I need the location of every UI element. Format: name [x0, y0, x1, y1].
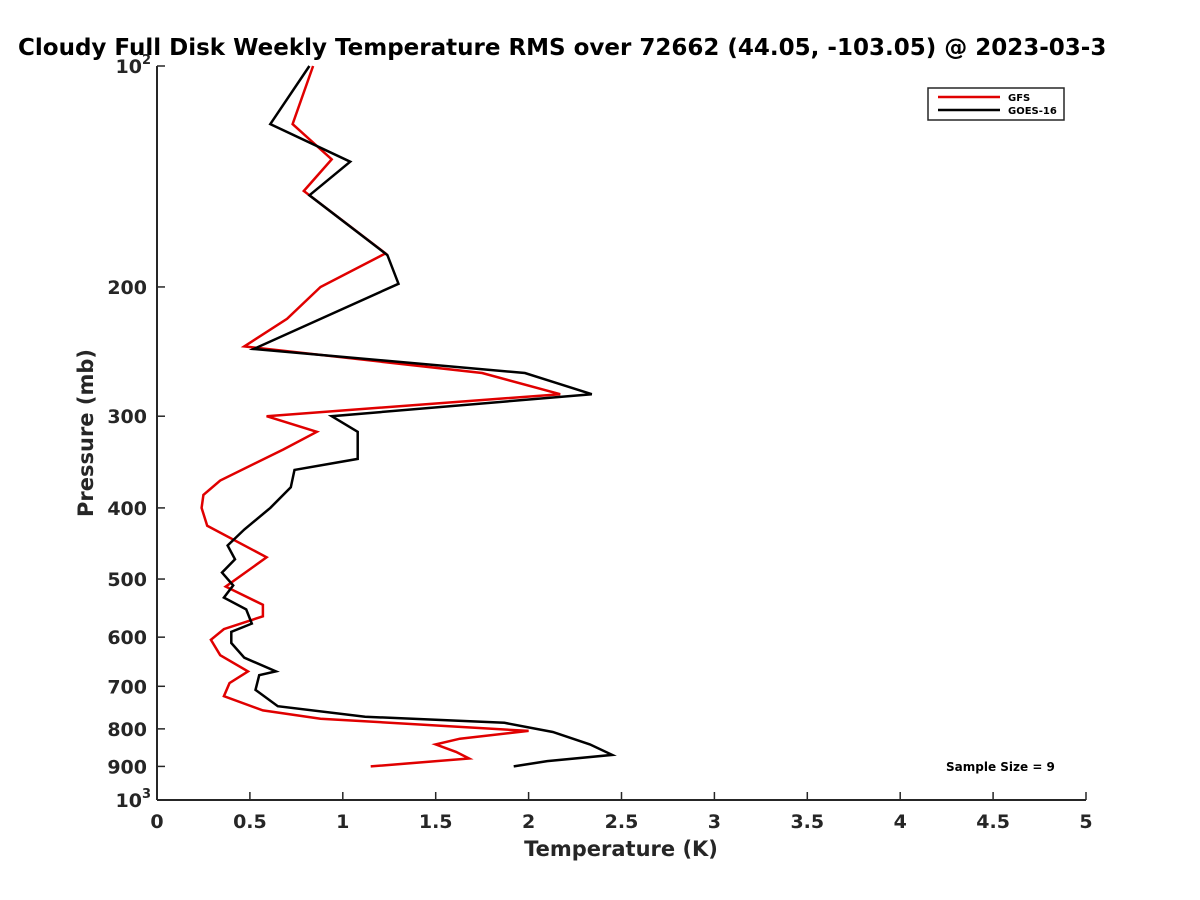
- y-tick-label: 103: [116, 787, 152, 812]
- x-tick-label: 1.5: [419, 811, 453, 833]
- y-tick-label: 900: [107, 756, 147, 778]
- y-tick-label: 800: [107, 719, 147, 741]
- x-tick-label: 0.5: [233, 811, 267, 833]
- series-line-goes16: [220, 65, 617, 768]
- x-tick-label: 3: [708, 811, 721, 833]
- x-axis-ticks: 0 0.5 1 1.5 2 2.5 3 3.5 4 4.5 5: [150, 792, 1093, 833]
- x-tick-label: 2.5: [605, 811, 639, 833]
- x-tick-label: 0: [150, 811, 163, 833]
- legend-box: [927, 87, 1065, 121]
- x-tick-label: 2: [522, 811, 535, 833]
- sample-size-annotation: Sample Size = 9: [946, 760, 1055, 774]
- x-axis-label: Temperature (K): [524, 837, 718, 861]
- y-tick-label: 600: [107, 627, 147, 649]
- y-tick-label: 700: [107, 676, 147, 698]
- legend-label-gfs: GFS: [1008, 93, 1030, 104]
- x-tick-label: 3.5: [790, 811, 824, 833]
- series-line-gfs: [200, 65, 561, 768]
- y-tick-label: 200: [107, 277, 147, 299]
- y-axis-label: Pressure (mb): [74, 349, 98, 517]
- x-tick-label: 5: [1079, 811, 1092, 833]
- chart-title: Cloudy Full Disk Weekly Temperature RMS …: [18, 35, 1106, 61]
- y-tick-label: 300: [107, 406, 147, 428]
- y-axis-ticks: 102 200 300 400 500 600 700 800 900 103: [107, 53, 165, 812]
- legend-label-goes16: GOES-16: [1008, 106, 1057, 117]
- y-tick-label: 500: [107, 569, 147, 591]
- x-tick-label: 4: [894, 811, 907, 833]
- series-layer: [200, 65, 617, 768]
- x-tick-label: 1: [336, 811, 349, 833]
- y-tick-label: 400: [107, 498, 147, 520]
- legend: GFS GOES-16: [927, 87, 1065, 121]
- y-tick-label: 102: [116, 53, 152, 78]
- x-tick-label: 4.5: [976, 811, 1010, 833]
